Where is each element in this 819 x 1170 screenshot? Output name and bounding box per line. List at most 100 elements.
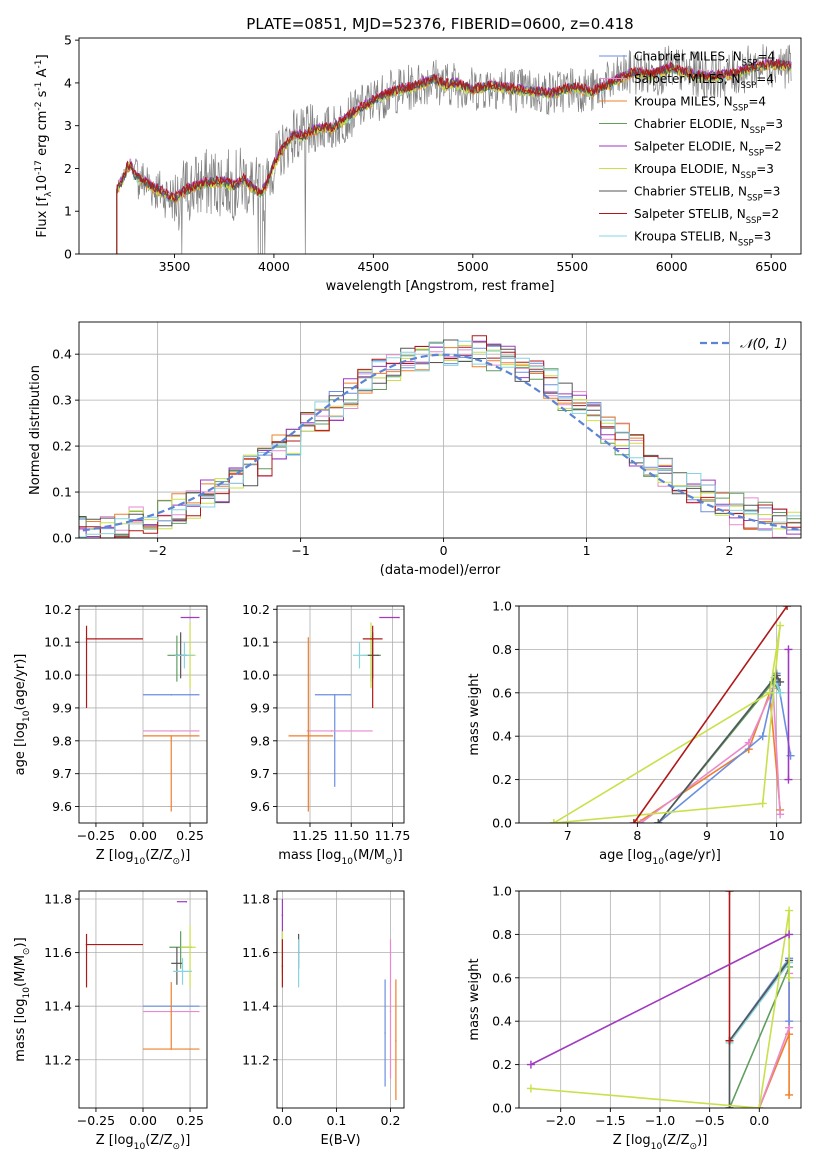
x-tick-label: 6000	[656, 259, 688, 274]
legend-label: 𝒩(0, 1)	[740, 337, 787, 352]
figure-title: PLATE=0851, MJD=52376, FIBERID=0600, z=0…	[246, 15, 633, 33]
weight-marker	[744, 738, 753, 747]
data-point	[176, 962, 178, 965]
y-axis-label: mass [log10(M/M⊙)]	[13, 937, 32, 1061]
y-tick-label: 0.2	[492, 772, 512, 787]
massweight-vs-metallicity-panel: −2.0 −1.5 −1.0 −0.5 0.0 0.0 0.2 0.4 0.6 0.8 1.0 Z […	[467, 884, 802, 1152]
age-vs-metallicity-panel: −0.25 0.00 0.25 9.6 9.7 9.8 9.9 10.0 10.1 10.2 Z […	[13, 602, 208, 867]
data-point	[358, 654, 361, 657]
y-tick-label: 11.8	[44, 892, 72, 907]
y-tick-label: 10.2	[242, 602, 270, 617]
weight-marker	[636, 819, 645, 823]
age-vs-mass-panel: 11.25 11.50 11.75 9.6 9.7 9.8 9.9 10.0 10.1 10.2 m…	[242, 602, 410, 867]
x-tick-label: 5500	[556, 259, 588, 274]
x-tick-label: 8	[633, 828, 641, 843]
x-tick-label: −2.0	[546, 1113, 576, 1128]
axes-frame	[78, 37, 802, 255]
x-axis-label: age [log10(age/yr)]	[599, 848, 721, 867]
y-tick-label: 0.0	[52, 531, 72, 546]
data-point	[189, 946, 191, 949]
x-tick-label: 0.25	[176, 1113, 204, 1128]
y-tick-label: 1	[64, 204, 72, 219]
y-axis-label: mass weight	[467, 958, 482, 1040]
data-point	[170, 735, 173, 737]
weight-marker	[785, 1017, 794, 1026]
x-tick-label: 3500	[159, 259, 191, 274]
legend-label: Salpeter ELODIE, NSSP=2	[634, 140, 782, 158]
residual-histogram-panel: −2 −1 0 1 2 0.0 0.1 0.2 0.3 0.4 (data-model)/error…	[28, 321, 802, 578]
y-tick-label: 11.6	[242, 945, 270, 960]
x-tick-label: 10	[769, 828, 785, 843]
x-axis-label: Z [log10(Z/Z⊙)]	[96, 848, 191, 867]
x-tick-label: −1.5	[595, 1113, 625, 1128]
y-tick-label: 0.2	[52, 439, 72, 454]
x-tick-label: 0.0	[272, 1113, 292, 1128]
data-point	[170, 730, 173, 732]
x-tick-label: 0.2	[381, 1113, 401, 1128]
y-tick-label: 0.1	[52, 485, 72, 500]
axes-frame	[276, 605, 405, 824]
data-point	[333, 693, 336, 696]
plot-area	[288, 616, 400, 812]
y-tick-label: 0.8	[492, 927, 512, 942]
y-tick-label: 11.2	[44, 1052, 72, 1067]
weight-marker	[633, 819, 642, 823]
y-tick-label: 0.8	[492, 642, 512, 657]
legend-label: Salpeter STELIB, NSSP=2	[634, 207, 779, 225]
plot-area	[85, 616, 200, 812]
weight-marker	[785, 930, 794, 939]
y-tick-label: 9.6	[52, 799, 72, 814]
x-tick-label: −1	[291, 543, 309, 558]
x-tick-label: 6500	[755, 259, 787, 274]
y-tick-label: 11.2	[242, 1052, 270, 1067]
y-axis-label: age [log10(age/yr)]	[13, 654, 32, 776]
x-tick-label: −2	[148, 543, 166, 558]
legend-label: Salpeter MILES, NSSP=4	[634, 72, 774, 90]
weight-series-line	[640, 688, 781, 823]
weight-marker	[785, 906, 794, 915]
x-tick-label: −0.25	[77, 1113, 115, 1128]
x-axis-label: Z [log10(Z/Z⊙)]	[613, 1133, 708, 1152]
y-tick-label: 0.4	[52, 347, 72, 362]
legend-label: Kroupa ELODIE, NSSP=3	[634, 162, 774, 180]
legend-label: Kroupa MILES, NSSP=4	[634, 95, 766, 113]
x-tick-label: 0.25	[176, 828, 204, 843]
y-tick-label: 9.7	[52, 766, 72, 781]
x-axis-label: (data-model)/error	[380, 563, 501, 578]
massweight-vs-age-panel: 7 8 9 10 0.0 0.2 0.4 0.6 0.8 1.0 age [log10(age/yr…	[467, 599, 802, 867]
x-tick-label: 11.25	[292, 828, 328, 843]
weight-marker	[654, 819, 663, 823]
legend-label: Chabrier STELIB, NSSP=3	[634, 185, 780, 203]
x-axis-label: wavelength [Angstrom, rest frame]	[326, 279, 555, 294]
y-tick-label: 10.2	[44, 602, 72, 617]
normal-distribution-curve	[79, 353, 801, 533]
data-point	[398, 616, 400, 619]
x-tick-label: 0.1	[327, 1113, 347, 1128]
weight-marker	[784, 775, 793, 784]
axes-frame	[518, 605, 802, 824]
x-tick-label: 2	[726, 543, 734, 558]
data-point	[185, 900, 188, 903]
y-tick-label: 10.0	[44, 668, 72, 683]
y-tick-label: 10.1	[44, 635, 72, 650]
x-tick-label: 0.00	[129, 1113, 157, 1128]
weight-marker	[765, 688, 774, 697]
data-point	[281, 965, 284, 967]
y-tick-label: 11.8	[242, 892, 270, 907]
legend-label: Chabrier ELODIE, NSSP=3	[634, 117, 783, 135]
y-tick-label: 9.8	[52, 733, 72, 748]
plot-area	[116, 44, 792, 254]
weight-marker	[725, 1036, 734, 1045]
x-tick-label: 4000	[258, 259, 290, 274]
axes-frame	[78, 321, 802, 539]
x-tick-label: 0.00	[129, 828, 157, 843]
y-tick-label: 9.9	[52, 700, 72, 715]
weight-marker	[776, 677, 785, 686]
y-tick-label: 1.0	[492, 884, 512, 899]
y-tick-label: 10.0	[242, 668, 270, 683]
x-tick-label: −0.5	[694, 1113, 724, 1128]
x-tick-label: 5000	[457, 259, 489, 274]
data-point	[281, 914, 284, 916]
legend-label: Kroupa STELIB, NSSP=3	[634, 230, 771, 248]
x-axis-label: E(B-V)	[320, 1133, 360, 1148]
